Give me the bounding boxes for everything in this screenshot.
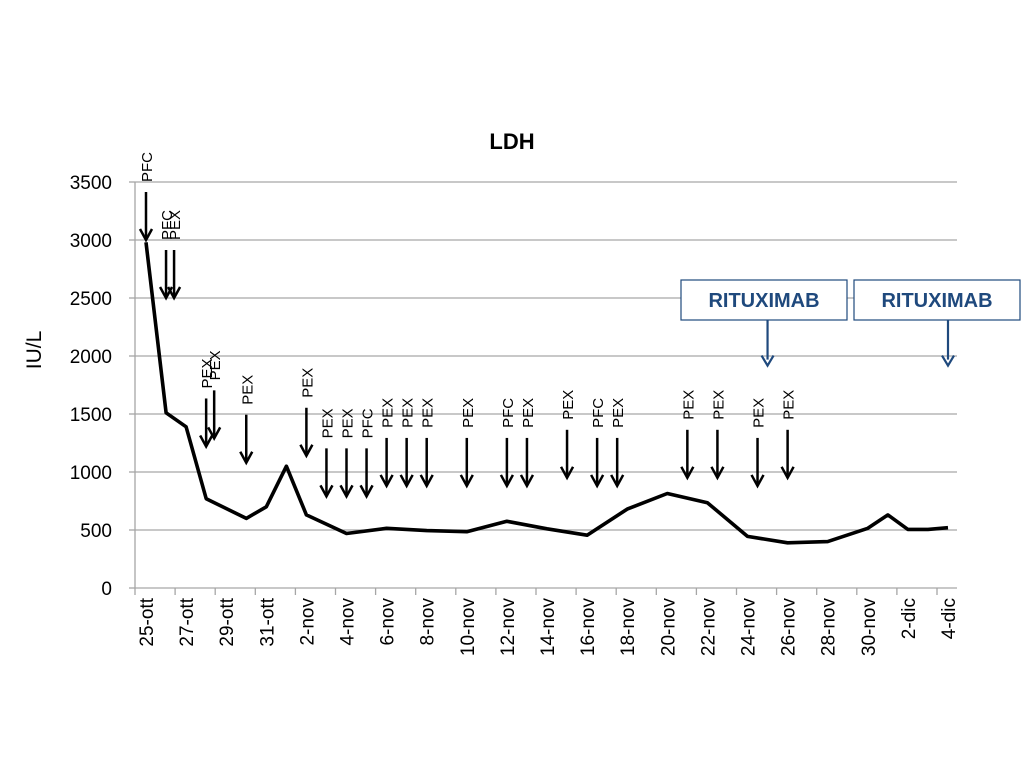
- annotation-label: PEX: [239, 375, 256, 405]
- gridlines: [135, 181, 957, 531]
- x-tick-label: 29-ott: [217, 597, 238, 646]
- annotation-label: PEX: [400, 398, 417, 428]
- rituximab-box: [853, 279, 1021, 321]
- annotation-label: PEX: [610, 398, 627, 428]
- x-tick-label: 28-nov: [819, 598, 840, 657]
- rituximab-label: RITUXIMAB: [881, 290, 992, 312]
- annotation-label: PFC: [139, 152, 156, 182]
- x-tick-label: 4-dic: [939, 598, 960, 639]
- annotation-arrowhead: [680, 466, 695, 481]
- annotation-arrowhead: [299, 444, 314, 459]
- chart-title: LDH: [489, 129, 534, 154]
- y-tick-label: 2500: [70, 289, 112, 310]
- annotation-arrowhead: [499, 474, 514, 489]
- annotation-label: PEX: [299, 368, 316, 398]
- annotation-arrowhead: [166, 286, 182, 301]
- x-tick-label: 2-dic: [899, 598, 920, 639]
- annotation-label: PEX: [199, 358, 216, 388]
- annotation-arrowhead: [339, 484, 354, 499]
- annotation-arrowhead: [710, 466, 725, 481]
- x-tick-label: 26-nov: [779, 598, 800, 657]
- x-tick-label: 10-nov: [458, 598, 479, 657]
- annotation-arrowhead: [379, 474, 394, 489]
- annotation-label: PEX: [167, 210, 184, 240]
- annotation-arrowhead: [138, 228, 154, 243]
- annotation-label: PEX: [560, 390, 577, 420]
- annotation-label: PEX: [710, 390, 727, 420]
- x-tick-label: 18-nov: [618, 598, 639, 657]
- x-tick-label: 30-nov: [859, 598, 880, 657]
- y-tick-label: 1500: [70, 405, 112, 426]
- x-tick-label: 16-nov: [578, 598, 599, 657]
- annotation-arrowhead: [559, 466, 575, 481]
- annotation-label: PEX: [340, 408, 357, 438]
- annotation-arrowhead: [519, 474, 535, 489]
- annotation-label: PEX: [680, 390, 697, 420]
- annotation-label: PEX: [207, 350, 224, 380]
- annotation-arrowhead: [199, 434, 214, 450]
- y-tick-label: 2000: [70, 347, 112, 368]
- series-line: [144, 242, 949, 545]
- y-tick-label: 0: [101, 579, 112, 600]
- rituximab-box: [680, 279, 848, 321]
- annotation-label: PEX: [320, 408, 337, 438]
- x-tick-label: 20-nov: [658, 598, 679, 657]
- annotation-arrowhead: [610, 474, 625, 489]
- annotation-arrowhead: [359, 484, 374, 499]
- annotation-label: PEX: [460, 398, 477, 428]
- annotation-label: PEX: [751, 398, 768, 428]
- x-tick-label: 8-nov: [418, 598, 439, 646]
- annotation-arrowhead: [319, 484, 334, 499]
- annotation-arrowhead: [239, 451, 254, 466]
- y-tick-label: 3000: [70, 231, 112, 252]
- annotation-arrowhead: [750, 474, 765, 489]
- annotation-label: PEX: [380, 398, 397, 428]
- y-tick-label: 500: [80, 521, 112, 542]
- annotation-arrowhead: [459, 474, 474, 489]
- series: [144, 242, 949, 545]
- x-tick-label: 27-ott: [177, 597, 198, 646]
- x-tick-label: 6-nov: [378, 598, 399, 646]
- x-tick-label: 24-nov: [739, 598, 760, 657]
- annotation-label: PEX: [520, 398, 537, 428]
- annotation-arrowhead: [207, 426, 222, 441]
- x-tick-label: 2-nov: [297, 598, 318, 646]
- annotation-arrowhead: [780, 466, 795, 481]
- x-tick-label: 14-nov: [538, 598, 559, 657]
- y-tick-label: 1000: [70, 463, 112, 484]
- annotation-arrowhead: [419, 474, 434, 489]
- annotation-arrowhead: [590, 474, 605, 489]
- annotation-label: PFC: [159, 210, 176, 240]
- axes: [129, 181, 957, 595]
- annotation-label: PFC: [590, 398, 607, 428]
- x-tick-label: 4-nov: [338, 598, 359, 646]
- annotation-label: PEX: [420, 398, 437, 428]
- x-tick-label: 25-ott: [137, 597, 158, 646]
- annotation-label: PFC: [500, 398, 517, 428]
- y-tick-label: 3500: [70, 173, 112, 194]
- x-tick-label: 12-nov: [498, 598, 519, 657]
- annotation-label: PFC: [360, 408, 377, 438]
- annotation-label: PEX: [781, 390, 798, 420]
- y-axis-label: IU/L: [23, 331, 46, 370]
- y-tick-labels: 0 500 1000 1500 2000 2500 3000 3500: [70, 173, 112, 600]
- annotation-arrowhead: [399, 474, 414, 489]
- x-tick-label: 22-nov: [698, 598, 719, 657]
- rituximab-arrowhead: [941, 355, 955, 368]
- rituximab-label: RITUXIMAB: [708, 290, 819, 312]
- x-tick-labels: 25-ott 27-ott 29-ott 31-ott 2-nov 4-nov 6-nov 8…: [137, 597, 960, 656]
- rituximab-arrowhead: [760, 355, 775, 368]
- x-tick-label: 31-ott: [257, 597, 278, 646]
